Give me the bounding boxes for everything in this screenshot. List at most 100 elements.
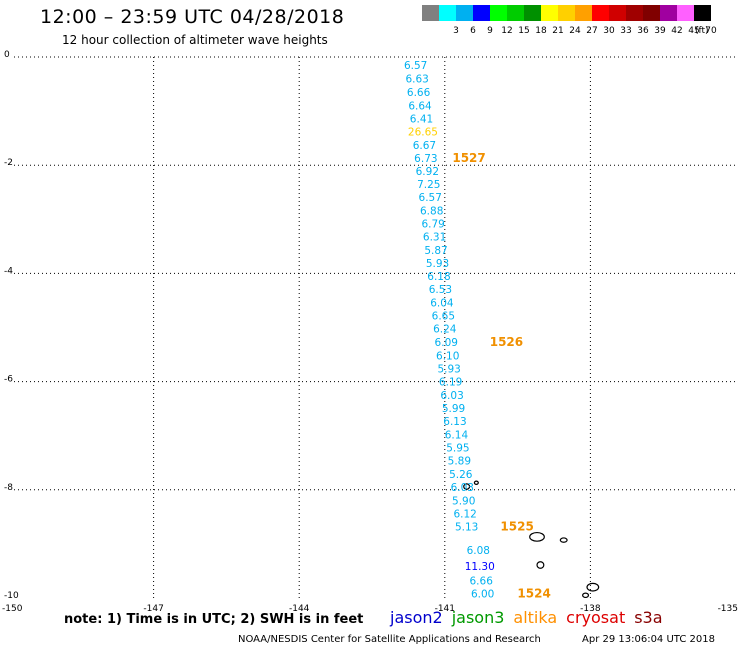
scale-swatch [660, 5, 677, 21]
island-outline [473, 480, 479, 485]
scale-swatch [575, 5, 592, 21]
lat-tick-label: -10 [4, 591, 19, 601]
scale-swatch [507, 5, 524, 21]
scale-label: 21 [552, 26, 563, 36]
wave-height-observations: 6.576.636.666.646.4126.656.676.736.927.2… [404, 60, 495, 601]
scale-unit: (ft) [695, 26, 709, 36]
wave-height-label: 5.13 [455, 522, 478, 534]
wave-height-label: 11.30 [465, 561, 495, 573]
wave-height-label: 26.65 [408, 127, 438, 139]
island-outline [586, 582, 600, 592]
lon-tick-label: -138 [580, 604, 601, 614]
wave-height-label: 6.53 [429, 284, 452, 296]
scale-label: 70 [705, 26, 717, 36]
scale-swatch [558, 5, 575, 21]
scale-swatch [541, 5, 558, 21]
scale-label: 36 [637, 26, 649, 36]
scale-label: 24 [569, 26, 581, 36]
scale-swatch [439, 5, 456, 21]
scale-swatch [592, 5, 609, 21]
wave-height-label: 6.10 [436, 351, 459, 363]
island-outline [536, 561, 545, 569]
scale-swatch [490, 5, 507, 21]
lon-tick-label: -150 [2, 604, 23, 614]
lon-tick-label: -147 [143, 604, 163, 614]
wave-height-label: 6.73 [414, 153, 437, 165]
wave-height-label: 6.13 [443, 416, 466, 428]
wave-height-label: 5.93 [426, 258, 449, 270]
island-outline [559, 537, 568, 543]
wave-height-label: 6.18 [427, 271, 450, 283]
scale-label: 18 [535, 26, 547, 36]
lon-tick-label: -135 [718, 604, 738, 614]
wave-height-label: 6.12 [453, 509, 476, 521]
wave-height-label: 6.64 [408, 101, 432, 113]
scale-swatch [677, 5, 694, 21]
scale-label: 27 [586, 26, 597, 36]
wave-height-label: 5.95 [446, 443, 469, 455]
map-subtitle: 12 hour collection of altimeter wave hei… [62, 33, 328, 47]
pass-label: 1524 [517, 587, 550, 601]
wave-height-label: 6.09 [435, 337, 458, 349]
wave-height-label: 7.25 [417, 179, 440, 191]
wave-height-label: 6.04 [430, 298, 454, 310]
island-outline [582, 592, 590, 599]
axis-tick-labels: -150 -147 -144 -141 -138 -135 0 -2 -4 -6 -8 -10 [2, 50, 738, 614]
lat-tick-label: -2 [4, 158, 13, 168]
wave-height-label: 6.08 [467, 545, 490, 557]
island-outline [529, 531, 545, 542]
wave-height-label: 5.90 [452, 496, 475, 508]
satellite-legend: jason2 jason3 altika cryosat s3a [390, 608, 672, 627]
wave-height-label: 6.66 [407, 87, 431, 99]
wave-height-label: 6.88 [420, 206, 443, 218]
pass-label: 1526 [490, 335, 523, 349]
wave-height-label: 5.26 [449, 469, 473, 481]
pass-label: 1525 [500, 520, 533, 534]
scale-swatch [524, 5, 541, 21]
lat-tick-label: -4 [4, 266, 13, 276]
wave-height-label: 6.31 [423, 232, 446, 244]
wave-height-label: 6.24 [433, 324, 457, 336]
satellite-legend-altika: altika [513, 608, 558, 627]
wave-height-label: 6.65 [432, 311, 455, 323]
scale-swatch [643, 5, 660, 21]
wave-height-label: 5.87 [424, 245, 447, 257]
map-title: 12:00 – 23:59 UTC 04/28/2018 [40, 6, 345, 28]
wave-height-label: 6.79 [421, 219, 444, 231]
scale-label: 15 [518, 26, 529, 36]
lon-tick-label: -144 [289, 604, 310, 614]
scale-label: 6 [470, 26, 476, 36]
credit-text: NOAA/NESDIS Center for Satellite Applica… [238, 634, 541, 645]
wave-height-label: 6.57 [419, 192, 442, 204]
satellite-legend-jason3: jason3 [451, 608, 505, 627]
scale-label: 45 [688, 26, 699, 36]
scale-label: 30 [603, 26, 615, 36]
wave-height-label: 6.03 [451, 482, 474, 494]
satellite-legend-jason2: jason2 [390, 608, 443, 627]
scale-label: 39 [654, 26, 666, 36]
generation-timestamp: Apr 29 13:06:04 UTC 2018 [582, 634, 715, 645]
wave-height-label: 5.99 [442, 403, 465, 415]
color-scale-legend: 3 6 9 12 15 18 21 24 27 30 33 36 39 42 45 70(ft) [422, 5, 717, 36]
scale-swatch [456, 5, 473, 21]
scale-label: 9 [487, 26, 493, 36]
scale-label: 12 [501, 26, 512, 36]
wave-height-label: 5.89 [448, 456, 471, 468]
wave-height-label: 6.41 [410, 114, 433, 126]
island-outline [463, 483, 471, 490]
footer-note: note: 1) Time is in UTC; 2) SWH is in fe… [64, 612, 364, 627]
pass-label: 1527 [452, 151, 485, 165]
lat-tick-label: -8 [4, 483, 13, 493]
scale-label: 42 [671, 26, 682, 36]
scale-swatch [422, 5, 439, 21]
wave-height-label: 6.63 [405, 74, 428, 86]
wave-height-label: 5.93 [437, 364, 460, 376]
scale-label: 33 [620, 26, 631, 36]
wave-height-label: 6.66 [470, 576, 494, 588]
scale-swatch [473, 5, 490, 21]
pass-number-labels: 1527 1526 1525 1524 [452, 151, 550, 601]
island-outlines [463, 480, 600, 599]
scale-swatch [609, 5, 626, 21]
wave-height-label: 6.03 [440, 390, 463, 402]
